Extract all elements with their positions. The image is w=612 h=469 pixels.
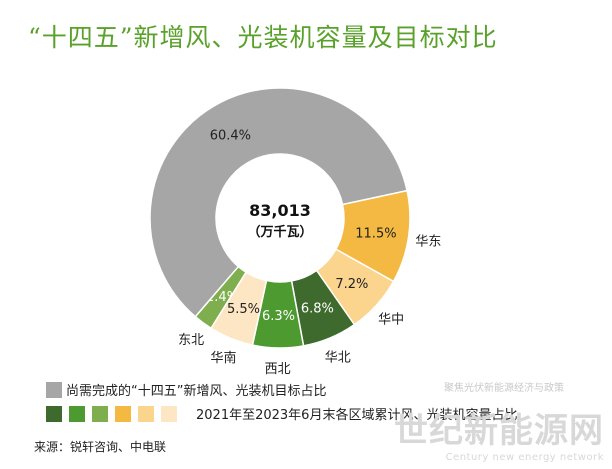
legend-text-completed: 2021年至2023年6月末各区域累计风、光装机容量占比 <box>196 408 518 423</box>
slice-remaining <box>149 87 408 318</box>
center-unit: （万千瓦） <box>247 224 312 240</box>
watermark-en: Century new energy network <box>445 452 604 463</box>
donut-slices: 2.4%东北60.4%11.5%华东7.2%华中6.8%华北6.3%西北5.5%… <box>149 87 441 377</box>
slice-value-label: 7.2% <box>335 277 368 292</box>
legend-swatch-region-5 <box>138 405 154 422</box>
legend-swatch-group <box>46 405 184 422</box>
legend-swatch-region-3 <box>92 405 108 422</box>
slice-value-label: 5.5% <box>227 302 260 317</box>
source-note: 来源：锐轩咨询、中电联 <box>34 440 167 454</box>
legend-row-completed: 2021年至2023年6月末各区域累计风、光装机容量占比 <box>46 404 517 423</box>
watermark-slogan: 聚焦光伏新能源经济与政策 <box>444 383 564 394</box>
slice-value-label: 60.4% <box>210 129 251 144</box>
legend-swatch-gray <box>46 381 62 398</box>
slice-value-label: 11.5% <box>355 226 396 241</box>
slice-value-label: 6.8% <box>301 302 334 317</box>
slice-region-label: 华中 <box>378 313 404 328</box>
chart-title: “十四五”新增风、光装机容量及目标对比 <box>28 23 498 52</box>
legend-row-remaining: 尚需完成的“十四五”新增风、光装机目标占比 <box>46 380 326 399</box>
legend-swatch-region-4 <box>115 405 131 422</box>
watermark-cn: 世纪新能源网 <box>394 411 604 451</box>
watermark: 聚焦光伏新能源经济与政策 世纪新能源网 Century new energy n… <box>394 383 604 463</box>
legend-text-remaining: 尚需完成的“十四五”新增风、光装机目标占比 <box>66 384 327 399</box>
legend-swatch-region-1 <box>46 405 62 422</box>
slice-region-label: 西北 <box>265 362 291 377</box>
center-value: 83,013 <box>249 201 311 220</box>
slice-value-label: 6.3% <box>262 309 295 324</box>
slice-region-label: 华东 <box>415 234 441 249</box>
legend-swatch-region-6 <box>161 405 177 422</box>
slice-region-label: 华北 <box>325 350 351 365</box>
slice-华南 <box>210 271 268 346</box>
slice-region-label: 东北 <box>178 333 204 348</box>
legend-swatch-region-2 <box>69 405 85 422</box>
slice-region-label: 华南 <box>211 350 237 366</box>
